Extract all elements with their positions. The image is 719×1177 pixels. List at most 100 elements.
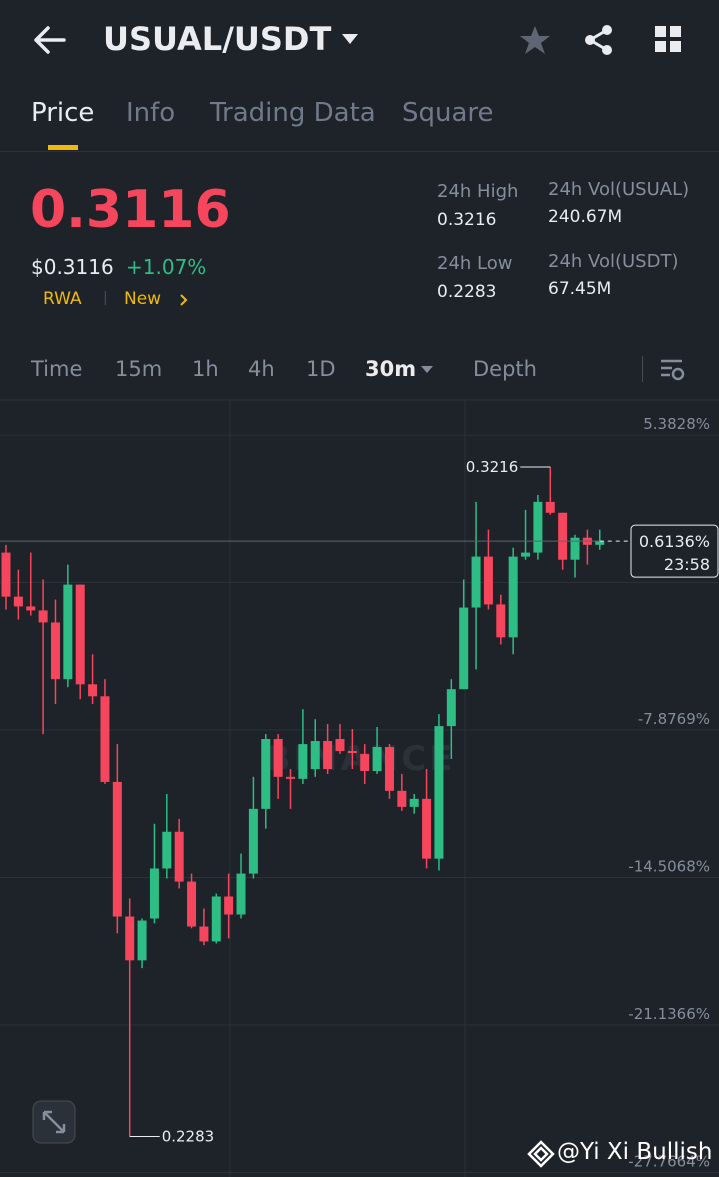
last-price: 0.3116	[30, 180, 231, 240]
candle-body	[100, 696, 110, 782]
tag[interactable]: New	[124, 289, 162, 309]
watermark-logo: BINANCE	[265, 739, 456, 779]
candle-body	[434, 726, 444, 859]
candle-body	[558, 512, 568, 560]
candle-body	[162, 831, 172, 869]
candle-body	[112, 781, 122, 917]
interval[interactable]: Time	[31, 357, 83, 381]
separator	[642, 356, 643, 382]
candle-body	[533, 501, 543, 553]
candle-body	[570, 537, 580, 560]
interval[interactable]: 1D	[306, 357, 336, 381]
candle-body	[63, 584, 73, 680]
candle-body	[286, 776, 296, 779]
candle-body	[384, 747, 394, 791]
grid-layer: 5.3828%-1.2470%-7.8769%-14.5068%-21.1366…	[0, 415, 719, 1173]
candle-body	[508, 556, 518, 638]
interval[interactable]: 15m	[115, 357, 163, 381]
candle-body	[248, 808, 258, 874]
symbol[interactable]: USUAL/USDT	[103, 20, 332, 58]
chart-settings-icon[interactable]	[660, 358, 686, 382]
stat-label: 24h Low	[437, 253, 513, 274]
candle-body	[13, 596, 23, 607]
stat-label: 24h High	[437, 181, 519, 202]
candle-body	[187, 881, 197, 927]
interval[interactable]: 1h	[192, 357, 219, 381]
price-change: +1.07%	[126, 255, 207, 279]
candle-body	[595, 540, 605, 545]
interval-active[interactable]: 30m	[365, 357, 417, 381]
y-tick-label: -14.5068%	[628, 858, 710, 876]
interval-dropdown[interactable]	[420, 365, 434, 375]
interval[interactable]: Depth	[473, 357, 537, 381]
candle-body	[1, 552, 11, 597]
low-label: 0.2283	[162, 1128, 215, 1146]
stat-value: 240.67M	[548, 207, 623, 227]
watermark-text: @Yi Xi Bullish	[557, 1139, 713, 1165]
candle-body	[422, 798, 432, 859]
tab[interactable]: Trading Data	[210, 98, 376, 128]
candle-body	[471, 556, 481, 608]
candle-body	[224, 896, 234, 915]
candle-body	[298, 744, 308, 779]
stat-label: 24h Vol(USUAL)	[548, 179, 690, 200]
favorite-icon[interactable]	[518, 24, 552, 56]
symbol-dropdown[interactable]	[340, 32, 360, 46]
grid-menu-icon[interactable]	[655, 26, 683, 54]
interval[interactable]: 4h	[248, 357, 275, 381]
candle-body	[459, 607, 469, 690]
y-tick-label: -27.7664%	[628, 1152, 710, 1170]
candle-body	[50, 622, 60, 680]
candle-body	[372, 747, 382, 772]
usd-price: $0.3116	[31, 255, 114, 279]
stat-value: 67.45M	[548, 279, 612, 299]
candle-layer	[1, 466, 605, 1137]
candle-body	[335, 739, 345, 752]
chevron	[180, 294, 188, 306]
candle-body	[236, 873, 246, 915]
candle-body	[26, 606, 36, 611]
candle-body	[521, 552, 531, 557]
candle-body	[211, 896, 221, 942]
candle-body	[149, 868, 159, 919]
candle-body	[310, 741, 320, 770]
candle-body	[446, 689, 456, 727]
tab[interactable]: Info	[126, 98, 176, 128]
y-tick-label: -21.1366%	[628, 1005, 710, 1023]
candle-body	[199, 926, 209, 942]
divider	[0, 151, 719, 152]
watermark-icon	[527, 1140, 555, 1168]
stat-value: 0.3216	[437, 210, 497, 230]
candle-body	[88, 684, 98, 697]
back-button[interactable]	[32, 24, 68, 56]
candle-body	[360, 753, 370, 772]
candle-body	[273, 739, 283, 777]
separator: |	[103, 290, 108, 306]
current-price-box	[630, 524, 719, 578]
candle-body	[409, 798, 419, 807]
share-icon[interactable]	[582, 24, 616, 56]
tab-indicator	[48, 145, 78, 150]
candle-body	[261, 739, 271, 809]
stat-label: 24h Vol(USDT)	[548, 251, 679, 272]
high-label: 0.3216	[466, 458, 519, 476]
candle-body	[174, 831, 184, 882]
candle-body	[38, 610, 48, 623]
y-tick-label: -7.8769%	[638, 710, 710, 728]
overlay-layer: 0.3216 0.2283 0.6136% 23:58	[0, 458, 719, 1146]
stat-value: 0.2283	[437, 282, 497, 302]
candle-body	[323, 741, 333, 770]
tag[interactable]: RWA	[43, 289, 82, 309]
y-tick-label: 5.3828%	[643, 415, 710, 433]
fullscreen-button[interactable]	[32, 1100, 76, 1144]
current-price-label: 0.6136%	[639, 532, 710, 551]
candle-body	[496, 604, 506, 638]
candle-body	[397, 790, 407, 807]
candle-body	[347, 751, 357, 754]
tab[interactable]: Square	[402, 98, 494, 128]
candle-body	[545, 501, 555, 513]
candle-body	[137, 920, 147, 961]
tab-active[interactable]: Price	[31, 98, 95, 128]
